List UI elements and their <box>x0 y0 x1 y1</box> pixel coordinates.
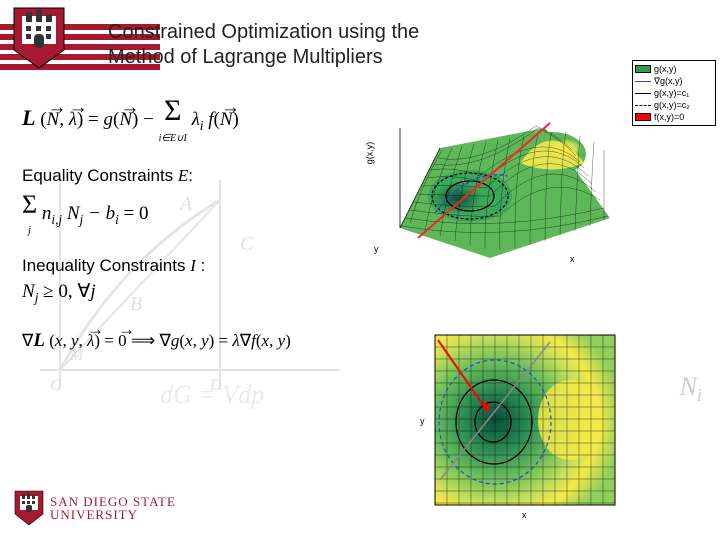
sdsu-footer-logo: SAN DIEGO STATE UNIVERSITY <box>14 490 176 526</box>
equality-constraints-equation: Σ j ni,j Nj − bi = 0 <box>22 192 149 237</box>
svg-text:B: B <box>130 293 142 315</box>
x-axis-label-2d: x <box>522 510 527 520</box>
gradient-equation: ∇L (x, y, λ→) = 0→ ⟹ ∇g(x, y) = λ∇f(x, y… <box>22 330 291 352</box>
svg-text:C: C <box>240 233 254 255</box>
surface-plot-3d: g(x,y) y x <box>380 68 620 268</box>
watermark-dg: dG = Vdp <box>160 380 264 410</box>
plot-legend: g(x,y) ∇g(x,y) g(x,y)=c₁ g(x,y)=c₂ f(x,y… <box>632 60 716 126</box>
legend-item-g: g(x,y) <box>635 63 713 75</box>
inequality-constraints-equation: Nj ≥ 0, ∀j <box>22 280 96 306</box>
footer-line2: UNIVERSITY <box>50 508 176 521</box>
slide-title: Constrained Optimization using the Metho… <box>108 20 488 70</box>
inequality-constraints-label: Inequality Constraints I : <box>22 256 205 276</box>
svg-text:O: O <box>50 377 62 394</box>
z-axis-label: g(x,y) <box>364 142 374 165</box>
legend-item-gradg: ∇g(x,y) <box>635 75 713 87</box>
x-axis-label-3d: x <box>570 254 575 264</box>
sdsu-logo-icon <box>12 6 66 70</box>
legend-item-c2: g(x,y)=c₂ <box>635 99 713 111</box>
contour-plot-2d: x y <box>430 330 620 520</box>
legend-item-f: f(x,y)=0 <box>635 111 713 123</box>
y-axis-label-3d: y <box>374 244 379 254</box>
equality-constraints-label: Equality Constraints E: <box>22 166 193 186</box>
ni-watermark: Ni <box>680 372 702 406</box>
svg-text:D: D <box>209 377 222 394</box>
legend-item-c1: g(x,y)=c₁ <box>635 87 713 99</box>
svg-text:A: A <box>178 193 193 215</box>
lagrangian-equation: L (N→, λ→) = g(N→) − Σ i∈E∪I λi f(N→) <box>22 96 239 145</box>
y-axis-label-2d: y <box>420 416 425 426</box>
